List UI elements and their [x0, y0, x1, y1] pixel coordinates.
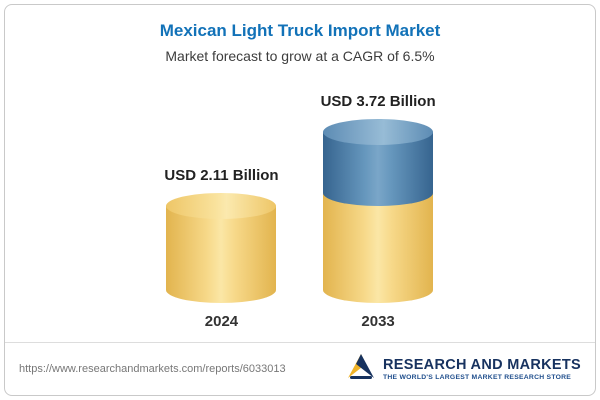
- bar-2024-value-label: USD 2.11 Billion: [164, 167, 279, 184]
- chart-header: Mexican Light Truck Import Market Market…: [5, 5, 595, 64]
- bar-2033-category-label: 2033: [361, 313, 395, 330]
- brand-tagline: THE WORLD'S LARGEST MARKET RESEARCH STOR…: [383, 373, 572, 381]
- brand-name: RESEARCH AND MARKETS: [383, 356, 581, 373]
- chart-plot-area: USD 2.11 Billion 2024 USD 3.72 Billion 2…: [5, 64, 595, 342]
- brand-text: RESEARCH AND MARKETS THE WORLD'S LARGEST…: [383, 356, 581, 383]
- footer: https://www.researchandmarkets.com/repor…: [5, 342, 595, 395]
- bar-2024-cap: [166, 193, 277, 219]
- brand-logo-icon: [346, 352, 376, 387]
- bar-2033-value-label: USD 3.72 Billion: [320, 93, 436, 110]
- chart-card: Mexican Light Truck Import Market Market…: [4, 4, 596, 396]
- bar-2024-cylinder: [166, 193, 277, 303]
- brand-logo: RESEARCH AND MARKETS THE WORLD'S LARGEST…: [346, 352, 581, 387]
- bar-2033-cylinder: [323, 119, 434, 303]
- bar-2024: USD 2.11 Billion 2024: [164, 167, 278, 338]
- chart-title: Mexican Light Truck Import Market: [159, 21, 441, 40]
- bar-2033: USD 3.72 Billion 2033: [321, 93, 436, 338]
- bar-2033-cap: [323, 119, 434, 145]
- report-url: https://www.researchandmarkets.com/repor…: [19, 363, 286, 375]
- bar-2024-segment-yellow: [166, 206, 277, 303]
- bar-2024-category-label: 2024: [204, 313, 239, 330]
- chart-subtitle: Market forecast to grow at a CAGR of 6.5…: [165, 48, 435, 64]
- bar-2033-segment-yellow: [323, 193, 434, 303]
